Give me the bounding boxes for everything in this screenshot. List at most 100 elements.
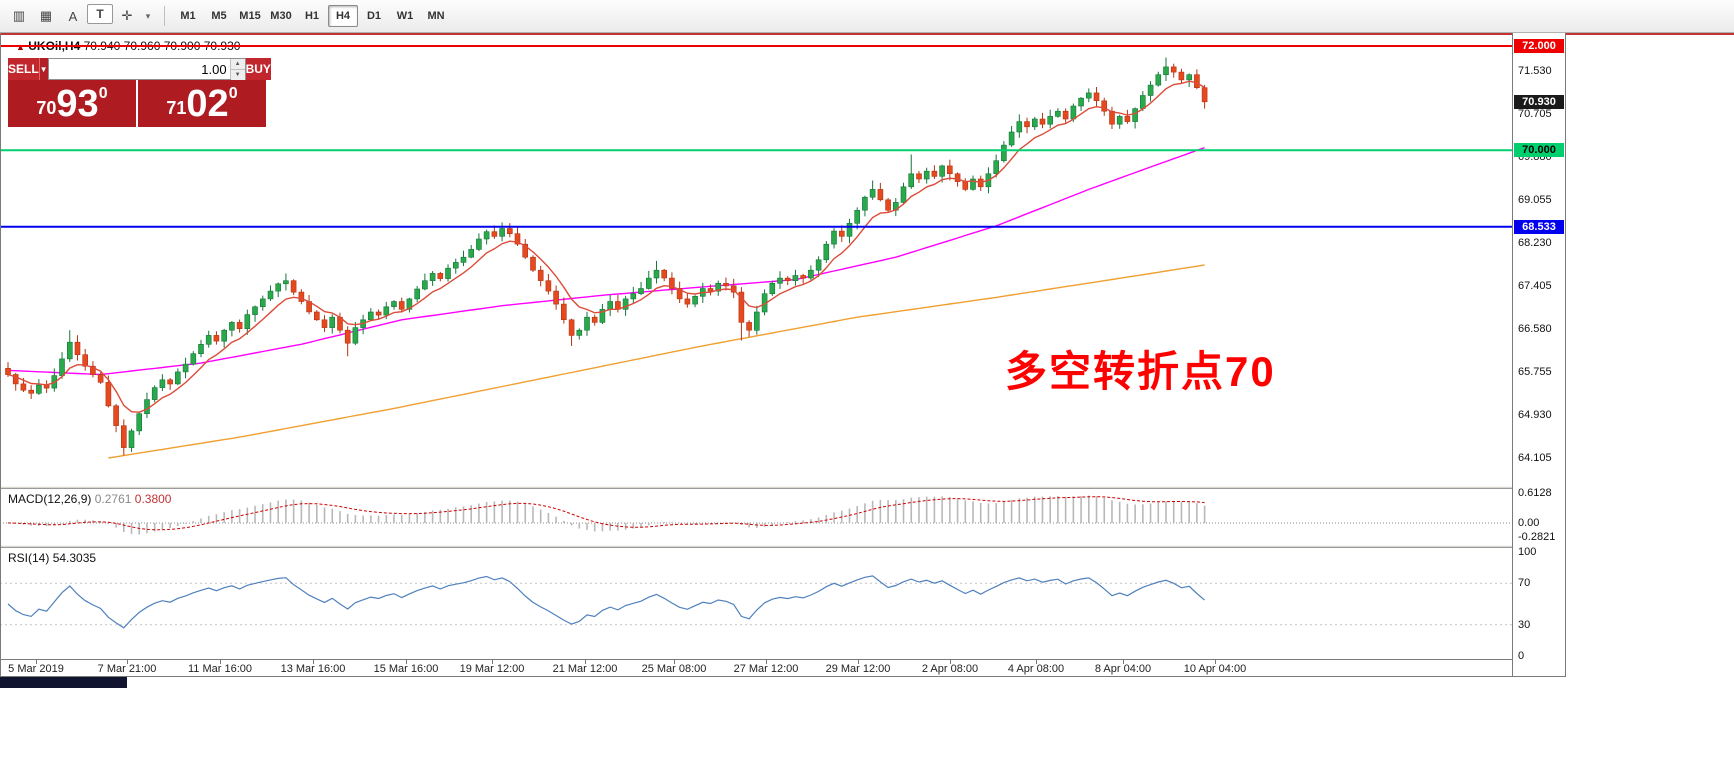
rsi-scale-label: 0 (1518, 650, 1525, 662)
timeframe-h1[interactable]: H1 (304, 10, 320, 22)
sell-button[interactable]: SELL (8, 58, 39, 80)
rsi-value: 54.3035 (52, 551, 97, 565)
spinner-up-icon[interactable]: ▲ (230, 59, 245, 70)
volume-field: ▲ ▼ (47, 58, 246, 80)
rsi-scale-label: 70 (1518, 577, 1531, 590)
time-tick (36, 660, 37, 664)
toolbar: ▥ ▦ A T ✛ ▾ M1 M5 M15 M30 H1 H4 D1 W1 MN (0, 0, 1734, 33)
candlestick-chart (0, 45, 1512, 459)
font-label-icon[interactable]: A (68, 8, 78, 24)
time-tick (492, 660, 493, 664)
macd-scale-label: 0.00 (1518, 517, 1540, 529)
timeframe-m5[interactable]: M5 (211, 10, 227, 22)
ask-big: 02 (186, 83, 229, 125)
ask-prefix: 71 (166, 98, 187, 118)
bid-quote[interactable]: 70 93 0 (8, 80, 138, 127)
timeframe-d1[interactable]: D1 (366, 10, 382, 22)
rsi-scale-label: 100 (1518, 546, 1537, 558)
time-label: 5 Mar 2019 (8, 663, 64, 675)
time-tick (127, 660, 128, 664)
panel-splitter[interactable] (0, 486, 1566, 489)
ma-slow-line (108, 264, 1205, 459)
level-lines (0, 45, 1512, 228)
window-border (1565, 33, 1566, 676)
macd-plot (0, 495, 1512, 535)
price-tick-label: 66.580 (1518, 322, 1552, 335)
rsi-label: RSI(14) (8, 551, 50, 565)
price-tick-label: 71.530 (1518, 64, 1552, 77)
one-click-trade-panel: SELL ▼ ▲ ▼ BUY 70 93 0 71 02 0 (8, 58, 271, 127)
spinner-down-icon[interactable]: ▼ (230, 70, 245, 80)
panel-splitter[interactable] (0, 545, 1566, 548)
macd-main-value: 0.2761 (94, 492, 132, 506)
top-red-line (0, 33, 1734, 35)
sell-dropdown-icon[interactable]: ▼ (38, 58, 48, 80)
macd-scale-label: 0.6128 (1518, 486, 1552, 499)
time-tick (674, 660, 675, 664)
price-level-badge: 70.000 (1514, 143, 1564, 158)
macd-histogram (14, 495, 1206, 535)
rsi-label-row: RSI(14) 54.3035 (8, 551, 96, 565)
macd-scale-label: -0.2821 (1518, 530, 1556, 543)
timeframe-mn[interactable]: MN (427, 10, 445, 22)
time-label: 21 Mar 12:00 (552, 663, 618, 675)
time-label: 4 Apr 08:00 (1007, 663, 1065, 675)
price-axis: 71.53070.70569.88069.05568.23067.40566.5… (1512, 33, 1566, 676)
price-level-badge: 72.000 (1514, 39, 1564, 53)
timeframe-h4[interactable]: H4 (328, 5, 358, 27)
time-tick (1036, 660, 1037, 664)
price-tick-label: 69.055 (1518, 193, 1552, 206)
timeframe-m30[interactable]: M30 (270, 10, 292, 22)
price-tick-label: 65.755 (1518, 365, 1552, 378)
time-tick (585, 660, 586, 664)
timeframe-m15[interactable]: M15 (239, 10, 261, 22)
time-tick (858, 660, 859, 664)
bid-pip: 0 (98, 85, 108, 102)
rsi-line (7, 575, 1205, 629)
macd-signal-line (7, 496, 1205, 531)
rsi-plot (0, 575, 1512, 629)
timeframe-m1[interactable]: M1 (180, 10, 196, 22)
macd-signal-value: 0.3800 (134, 492, 172, 506)
time-tick (313, 660, 314, 664)
bid-big: 93 (56, 83, 99, 125)
time-label: 19 Mar 12:00 (459, 663, 525, 675)
main-chart-panel: ▲ UKOil,H4 70.940 70.960 70.900 70.930 多… (0, 33, 1512, 486)
time-label: 29 Mar 12:00 (825, 663, 891, 675)
candles-layer (5, 57, 1208, 456)
ask-quote[interactable]: 71 02 0 (138, 80, 266, 127)
bid-prefix: 70 (36, 98, 57, 118)
rsi-scale-label: 30 (1518, 618, 1531, 631)
volume-spinner: ▲ ▼ (229, 59, 245, 80)
time-label: 10 Apr 04:00 (1183, 663, 1247, 675)
time-label: 2 Apr 08:00 (921, 663, 979, 675)
buy-button[interactable]: BUY (245, 58, 271, 80)
text-box-icon[interactable]: T (87, 4, 113, 24)
time-label: 25 Mar 08:00 (641, 663, 707, 675)
price-level-badge: 70.930 (1514, 94, 1564, 109)
time-label: 8 Apr 04:00 (1094, 663, 1152, 675)
time-tick (766, 660, 767, 664)
price-tick-label: 67.405 (1518, 279, 1552, 292)
timeframe-w1[interactable]: W1 (396, 10, 414, 22)
time-axis: 5 Mar 2019 7 Mar 21:00 11 Mar 16:00 13 Mar … (0, 659, 1512, 676)
time-tick (1123, 660, 1124, 664)
chart-style-icon[interactable]: ▥ (12, 8, 26, 23)
macd-panel: MACD(12,26,9) 0.2761 0.3800 (0, 489, 1512, 544)
crosshair-icon[interactable]: ✛ (121, 8, 133, 23)
time-tick (950, 660, 951, 664)
price-tick-label: 64.105 (1518, 451, 1552, 464)
grid-icon[interactable]: ▦ (39, 8, 53, 23)
volume-input[interactable] (48, 59, 230, 79)
ask-pip: 0 (228, 85, 238, 102)
price-tick-label: 70.705 (1518, 107, 1552, 120)
dropdown-arrow-icon[interactable]: ▾ (145, 10, 151, 21)
time-label: 7 Mar 21:00 (97, 663, 157, 675)
time-tick (220, 660, 221, 664)
macd-label-row: MACD(12,26,9) 0.2761 0.3800 (8, 492, 171, 506)
price-level-badge: 68.533 (1514, 219, 1564, 234)
time-label: 11 Mar 16:00 (187, 663, 252, 675)
time-label: 27 Mar 12:00 (733, 663, 799, 675)
window-border (0, 676, 1566, 677)
toolbar-separator (164, 6, 165, 26)
